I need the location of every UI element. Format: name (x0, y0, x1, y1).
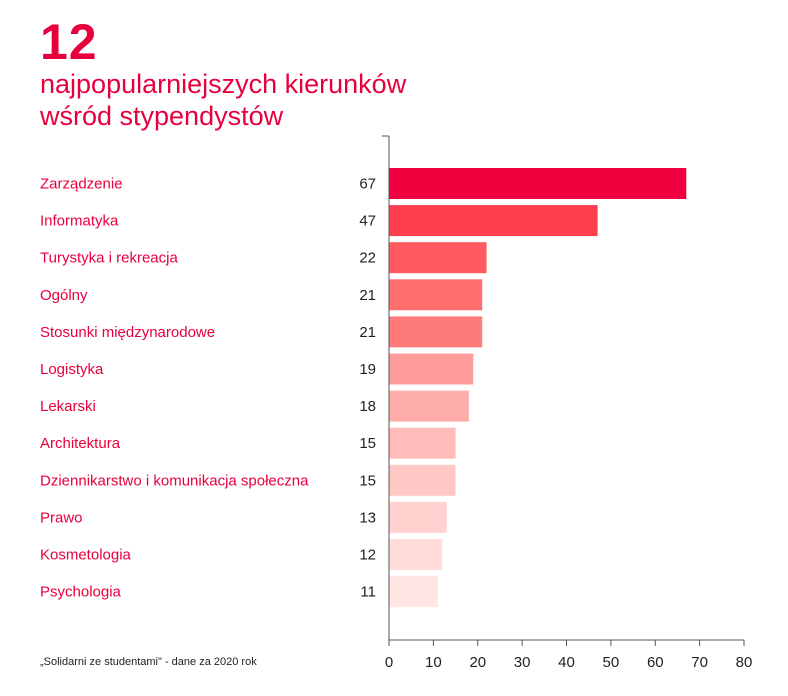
category-label: Kosmetologia (40, 547, 132, 564)
category-label: Ogólny (40, 287, 88, 304)
data-label: 15 (359, 435, 376, 452)
category-label: Zarządzenie (40, 176, 123, 193)
x-tick-label: 10 (425, 654, 442, 671)
bar (389, 390, 469, 422)
chart-title-line-2: wśród stypendystów (40, 101, 284, 131)
category-label: Stosunki międzynarodowe (40, 324, 215, 341)
data-label: 19 (359, 361, 376, 378)
x-tick-label: 50 (603, 654, 620, 671)
category-label: Lekarski (40, 398, 96, 415)
x-tick-label: 40 (558, 654, 575, 671)
x-tick-label: 60 (647, 654, 664, 671)
bar (389, 205, 598, 237)
data-label: 18 (359, 398, 376, 415)
bar (389, 279, 483, 311)
big-number: 12 (40, 14, 98, 70)
category-label: Dziennikarstwo i komunikacja społeczna (40, 472, 309, 489)
data-label: 47 (359, 213, 376, 230)
x-tick-label: 20 (469, 654, 486, 671)
bar (389, 316, 483, 348)
source-note: „Solidarni ze studentami" - dane za 2020… (40, 656, 257, 668)
bar (389, 242, 487, 274)
x-tick-label: 0 (385, 654, 393, 671)
bar (389, 427, 456, 459)
chart-title: najpopularniejszych kierunków wśród styp… (40, 68, 406, 132)
bar (389, 501, 447, 533)
data-label: 12 (359, 547, 376, 564)
data-label: 21 (359, 287, 376, 304)
data-label: 13 (359, 509, 376, 526)
category-label: Turystyka i rekreacja (40, 250, 178, 267)
data-label: 15 (359, 472, 376, 489)
category-label: Logistyka (40, 361, 104, 378)
category-label: Architektura (40, 435, 121, 452)
bar (389, 168, 687, 199)
data-label: 21 (359, 324, 376, 341)
category-label: Psychologia (40, 584, 122, 601)
data-label: 22 (359, 250, 376, 267)
data-label: 67 (359, 176, 376, 193)
x-tick-label: 30 (514, 654, 531, 671)
bar (389, 539, 443, 570)
bar (389, 353, 474, 385)
data-label: 11 (360, 584, 376, 601)
bar (389, 464, 456, 496)
category-label: Informatyka (40, 213, 119, 230)
category-label: Prawo (40, 509, 83, 526)
x-tick-label: 70 (691, 654, 708, 671)
x-tick-label: 80 (736, 654, 753, 671)
bar (389, 576, 438, 608)
chart-title-line-1: najpopularniejszych kierunków (40, 69, 407, 99)
